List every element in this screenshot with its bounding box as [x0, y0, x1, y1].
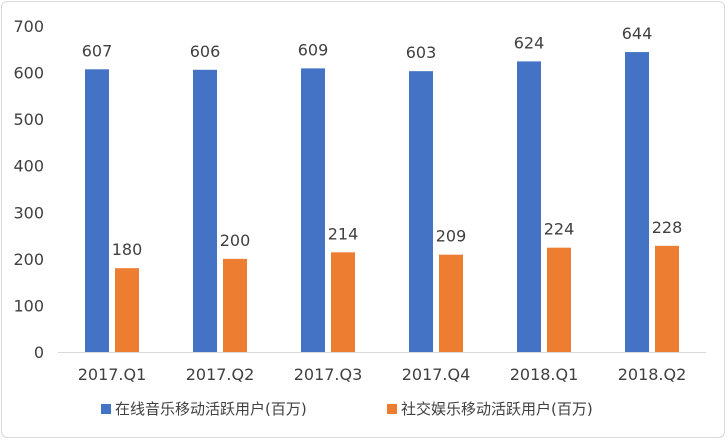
legend-label: 社交娱乐移动活跃用户(百万): [401, 400, 593, 418]
y-tick-label: 700: [13, 17, 44, 36]
data-label: 200: [220, 231, 251, 250]
y-tick-label: 0: [34, 343, 44, 362]
legend-label: 在线音乐移动活跃用户(百万): [115, 400, 307, 418]
legend: 在线音乐移动活跃用户(百万) 社交娱乐移动活跃用户(百万): [101, 400, 593, 418]
y-tick-label: 400: [13, 157, 44, 176]
bar-series-2: [655, 245, 679, 352]
data-label: 209: [436, 227, 467, 246]
y-tick-label: 100: [13, 296, 44, 315]
y-tick-label: 600: [13, 64, 44, 83]
y-tick-label: 200: [13, 250, 44, 269]
bars: [85, 52, 679, 353]
x-tick-label: 2017.Q4: [402, 365, 471, 384]
bar-series-2: [439, 254, 463, 352]
bar-series-1: [85, 69, 109, 352]
bar-series-1: [301, 68, 325, 352]
bar-series-1: [517, 61, 541, 352]
y-tick-label: 300: [13, 203, 44, 222]
bar-series-2: [331, 252, 355, 352]
data-label: 624: [514, 33, 545, 52]
x-tick-label: 2018.Q1: [510, 365, 579, 384]
data-label: 603: [406, 43, 437, 62]
data-labels: 607 180 606 200 609 214 603 209 624 224 644 228: [82, 24, 683, 259]
data-label: 214: [328, 224, 359, 243]
x-tick-label: 2017.Q2: [186, 365, 255, 384]
x-axis-ticks: 2017.Q1 2017.Q2 2017.Q3 2017.Q4 2018.Q1 2018.…: [78, 365, 687, 384]
data-label: 607: [82, 41, 113, 60]
data-label: 228: [652, 218, 683, 237]
data-label: 224: [544, 220, 575, 239]
bar-series-2: [223, 258, 247, 352]
x-tick-label: 2018.Q2: [618, 365, 687, 384]
bar-series-2: [115, 268, 139, 352]
bar-series-1: [193, 69, 217, 352]
data-label: 609: [298, 40, 329, 59]
x-tick-label: 2017.Q3: [294, 365, 363, 384]
y-tick-label: 500: [13, 110, 44, 129]
data-label: 644: [622, 24, 653, 43]
bar-series-1: [409, 71, 433, 352]
data-label: 606: [190, 42, 221, 61]
legend-swatch: [387, 404, 397, 414]
data-label: 180: [112, 240, 143, 259]
bar-series-1: [625, 52, 649, 353]
y-axis-ticks: 0 100 200 300 400 500 600 700: [13, 17, 44, 362]
x-tick-label: 2017.Q1: [78, 365, 147, 384]
legend-swatch: [101, 404, 111, 414]
bar-series-2: [547, 247, 571, 352]
